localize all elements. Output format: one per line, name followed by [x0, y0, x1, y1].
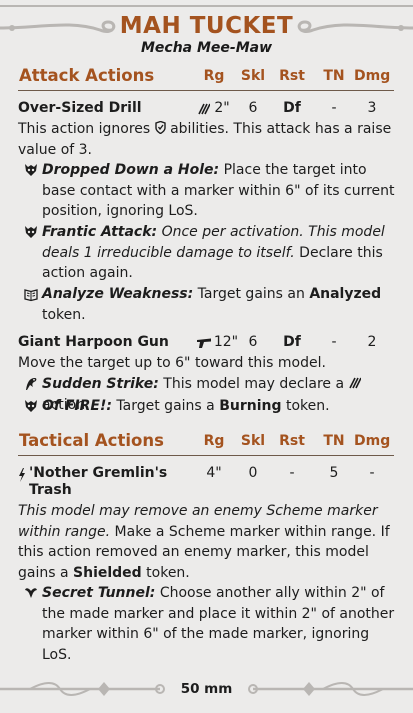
col-skill: Skl [240, 68, 266, 84]
action-resist: Df [283, 334, 301, 350]
col-skill: Skl [240, 433, 266, 449]
trigger-dropped-down-a-hole: Dropped Down a Hole: Place the target in… [24, 160, 396, 222]
base-size: 50 mm [180, 681, 233, 697]
action-damage: - [369, 465, 375, 481]
action-name: Over-Sized Drill [18, 100, 142, 116]
action-name: Giant Harpoon Gun [18, 334, 169, 350]
action-over-sized-drill: Over-Sized Drill 2" 6 Df - 3 [18, 100, 394, 118]
action-range: 2" [214, 100, 230, 116]
action-tn: 5 [329, 465, 339, 481]
gun-icon [197, 338, 211, 348]
signature-icon [19, 468, 25, 482]
col-tn: TN [323, 433, 345, 449]
card-header: MAH TUCKET Mecha Mee-Maw [0, 0, 413, 62]
header-ornament [0, 5, 413, 33]
action-skill: 6 [248, 334, 258, 350]
trigger-analyze-weakness: Analyze Weakness: Target gains an Analyz… [24, 284, 396, 325]
col-resist: Rst [279, 433, 305, 449]
melee-icon [348, 377, 362, 389]
action-text: This action ignores abilities. This atta… [18, 120, 392, 158]
col-range: Rg [203, 68, 225, 84]
action-damage: 2 [367, 334, 377, 350]
ram-icon [25, 588, 37, 598]
crow-icon [26, 378, 37, 390]
attack-actions-header: Attack Actions Rg Skl Rst TN Dmg [18, 66, 394, 91]
model-title: Mecha Mee-Maw [140, 40, 273, 56]
action-resist: Df [283, 100, 301, 116]
attack-actions-title: Attack Actions [19, 66, 155, 85]
book-icon [24, 289, 38, 302]
tactical-actions-header: Tactical Actions Rg Skl Rst TN Dmg [18, 431, 394, 456]
footer-ornament [0, 682, 413, 696]
action-resist: - [289, 465, 295, 481]
action-tn: - [331, 100, 337, 116]
col-resist: Rst [279, 68, 305, 84]
trigger-sudden-strike: Sudden Strike: This model may declare a … [24, 374, 396, 415]
action-tn: - [331, 334, 337, 350]
action-giant-harpoon-gun: Giant Harpoon Gun 12" 6 Df - 2 [18, 334, 394, 352]
shield-icon [154, 120, 166, 135]
col-damage: Dmg [354, 433, 391, 449]
trigger-of-fire: Of FIRE!: Target gains a Burning token. [24, 396, 396, 417]
mask-icon [25, 400, 37, 412]
action-skill: 6 [248, 100, 258, 116]
action-skill: 0 [248, 465, 258, 481]
col-range: Rg [203, 433, 225, 449]
model-name: MAH TUCKET [119, 13, 294, 39]
action-nother-gremlins-trash: 'Nother Gremlin's Trash 4" 0 - 5 - [18, 465, 394, 501]
mask-icon [25, 164, 37, 176]
trigger-frantic-attack: Frantic Attack: Once per activation. Thi… [24, 222, 396, 284]
mask-icon [25, 226, 37, 238]
tactical-actions-title: Tactical Actions [19, 431, 164, 450]
col-damage: Dmg [354, 68, 391, 84]
action-range: 4" [206, 465, 222, 481]
action-damage: 3 [367, 100, 377, 116]
action-range: 12" [213, 334, 239, 350]
trigger-secret-tunnel: Secret Tunnel: Choose another ally withi… [24, 583, 396, 665]
action-text: This model may remove an enemy Scheme ma… [18, 503, 390, 581]
action-text: Move the target up to 6" toward this mod… [18, 355, 326, 371]
card-footer: 50 mm [0, 676, 413, 702]
melee-icon [198, 103, 210, 115]
action-name: 'Nother Gremlin's Trash [29, 465, 168, 498]
col-tn: TN [323, 68, 345, 84]
